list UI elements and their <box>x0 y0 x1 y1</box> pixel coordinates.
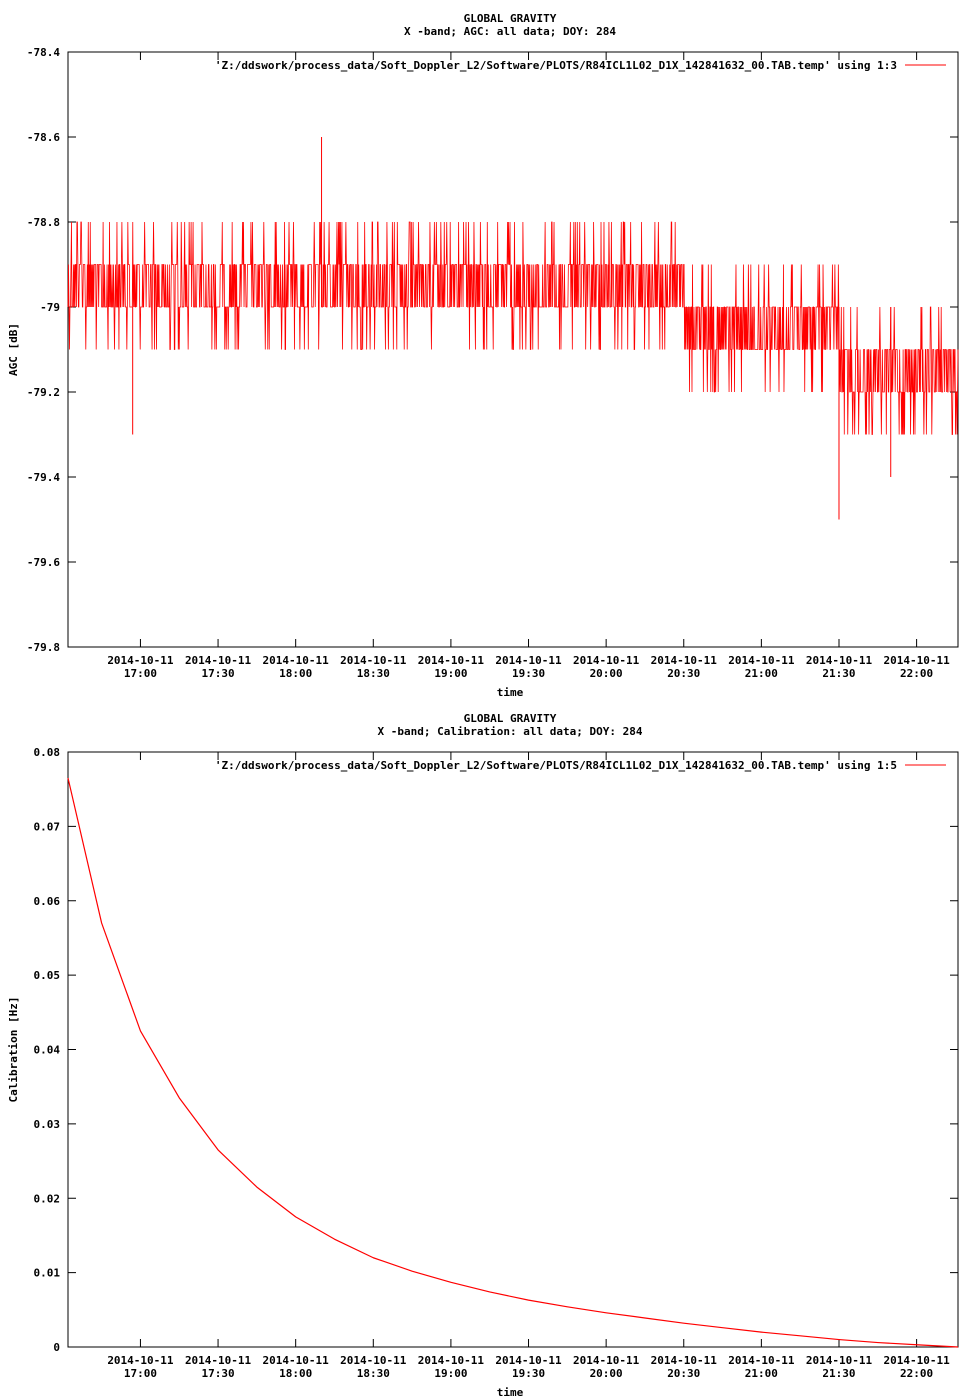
x-tick-label-date: 2014-10-11 <box>651 654 718 667</box>
y-tick-label: 0.07 <box>34 820 61 833</box>
y-tick-label: 0 <box>53 1341 60 1354</box>
x-tick-label-date: 2014-10-11 <box>107 1354 174 1367</box>
x-tick-label-time: 19:30 <box>512 667 545 680</box>
legend-label: 'Z:/ddswork/process_data/Soft_Doppler_L2… <box>215 759 897 772</box>
y-tick-label: 0.04 <box>34 1044 61 1057</box>
x-tick-label-date: 2014-10-11 <box>185 654 252 667</box>
x-tick-label-time: 19:00 <box>434 667 467 680</box>
y-axis-label: Calibration [Hz] <box>7 997 20 1103</box>
x-tick-label-time: 20:00 <box>590 1367 623 1380</box>
chart-subtitle: X -band; AGC: all data; DOY: 284 <box>404 25 616 38</box>
x-tick-label-date: 2014-10-11 <box>340 1354 407 1367</box>
y-tick-label: -79.8 <box>27 641 60 654</box>
x-tick-label-date: 2014-10-11 <box>418 1354 485 1367</box>
series-0 <box>67 137 959 520</box>
x-tick-label-time: 18:30 <box>357 1367 390 1380</box>
y-tick-label: 0.02 <box>34 1192 61 1205</box>
x-tick-label-time: 17:00 <box>124 1367 157 1380</box>
x-tick-label-date: 2014-10-11 <box>495 654 562 667</box>
y-tick-label: 0.06 <box>34 895 61 908</box>
x-tick-label-time: 19:00 <box>434 1367 467 1380</box>
x-tick-label-date: 2014-10-11 <box>107 654 174 667</box>
x-tick-label-date: 2014-10-11 <box>806 1354 873 1367</box>
y-tick-label: -79.6 <box>27 556 60 569</box>
x-axis-label: time <box>497 1386 524 1399</box>
x-tick-label-time: 21:30 <box>822 667 855 680</box>
x-tick-label-date: 2014-10-11 <box>495 1354 562 1367</box>
x-tick-label-date: 2014-10-11 <box>651 1354 718 1367</box>
y-tick-label: 0.08 <box>34 746 61 759</box>
x-tick-label-time: 20:30 <box>667 667 700 680</box>
x-tick-label-time: 18:00 <box>279 667 312 680</box>
series-line <box>67 221 959 435</box>
chart-subtitle: X -band; Calibration: all data; DOY: 284 <box>378 725 643 738</box>
y-tick-label: -78.4 <box>27 46 60 59</box>
series-0 <box>67 777 959 1348</box>
y-tick-label: 0.03 <box>34 1118 61 1131</box>
y-tick-label: -78.8 <box>27 216 60 229</box>
x-tick-label-time: 22:00 <box>900 1367 933 1380</box>
y-tick-label: 0.01 <box>34 1267 61 1280</box>
x-tick-label-date: 2014-10-11 <box>806 654 873 667</box>
x-tick-label-time: 19:30 <box>512 1367 545 1380</box>
agc-chart-panel: GLOBAL GRAVITY X -band; AGC: all data; DO… <box>7 12 959 699</box>
chart-title: GLOBAL GRAVITY <box>464 12 557 25</box>
x-tick-label-time: 21:30 <box>822 1367 855 1380</box>
x-tick-label-date: 2014-10-11 <box>340 654 407 667</box>
y-axis-label: AGC [dB] <box>7 323 20 376</box>
y-tick-label: -79.2 <box>27 386 60 399</box>
x-tick-label-time: 17:30 <box>201 667 234 680</box>
x-tick-label-date: 2014-10-11 <box>573 654 640 667</box>
x-tick-label-time: 21:00 <box>745 667 778 680</box>
x-tick-label-time: 17:00 <box>124 667 157 680</box>
y-tick-label: -78.6 <box>27 131 60 144</box>
x-tick-label-date: 2014-10-11 <box>185 1354 252 1367</box>
x-tick-label-date: 2014-10-11 <box>418 654 485 667</box>
x-tick-label-time: 20:00 <box>590 667 623 680</box>
y-tick-label: -79.4 <box>27 471 60 484</box>
x-tick-label-date: 2014-10-11 <box>883 654 950 667</box>
x-tick-label-time: 18:30 <box>357 667 390 680</box>
x-tick-label-time: 22:00 <box>900 667 933 680</box>
x-tick-label-time: 17:30 <box>201 1367 234 1380</box>
x-tick-label-date: 2014-10-11 <box>883 1354 950 1367</box>
y-tick-label: -79 <box>40 301 60 314</box>
x-axis-label: time <box>497 686 524 699</box>
plot-frame <box>67 751 959 1348</box>
x-tick-label-date: 2014-10-11 <box>263 654 330 667</box>
x-tick-label-date: 2014-10-11 <box>728 1354 795 1367</box>
calibration-chart-panel: GLOBAL GRAVITY X -band; Calibration: all … <box>0 700 980 1400</box>
x-tick-label-date: 2014-10-11 <box>728 654 795 667</box>
legend-label: 'Z:/ddswork/process_data/Soft_Doppler_L2… <box>215 59 897 72</box>
x-tick-label-time: 20:30 <box>667 1367 700 1380</box>
x-tick-label-time: 21:00 <box>745 1367 778 1380</box>
y-tick-label: 0.05 <box>34 969 61 982</box>
x-tick-label-date: 2014-10-11 <box>573 1354 640 1367</box>
x-tick-label-time: 18:00 <box>279 1367 312 1380</box>
series-line <box>67 777 959 1348</box>
chart-title: GLOBAL GRAVITY <box>464 712 557 725</box>
x-tick-label-date: 2014-10-11 <box>263 1354 330 1367</box>
